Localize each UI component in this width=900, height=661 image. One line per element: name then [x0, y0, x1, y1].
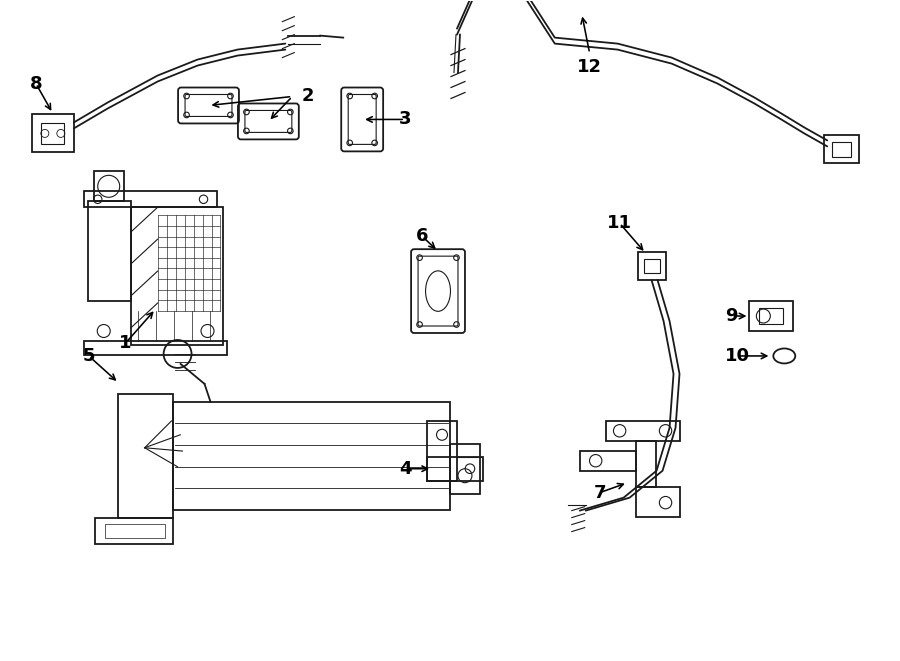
Text: 6: 6 — [416, 227, 428, 245]
Text: 4: 4 — [399, 459, 411, 478]
Text: 9: 9 — [725, 307, 738, 325]
Text: 12: 12 — [577, 58, 602, 75]
Text: 11: 11 — [608, 214, 632, 232]
Text: 3: 3 — [399, 110, 411, 128]
Text: 2: 2 — [302, 87, 314, 106]
Text: 5: 5 — [83, 347, 95, 365]
Text: 1: 1 — [120, 334, 132, 352]
Text: 10: 10 — [724, 347, 750, 365]
Text: 8: 8 — [30, 75, 42, 93]
Text: 7: 7 — [593, 484, 606, 502]
